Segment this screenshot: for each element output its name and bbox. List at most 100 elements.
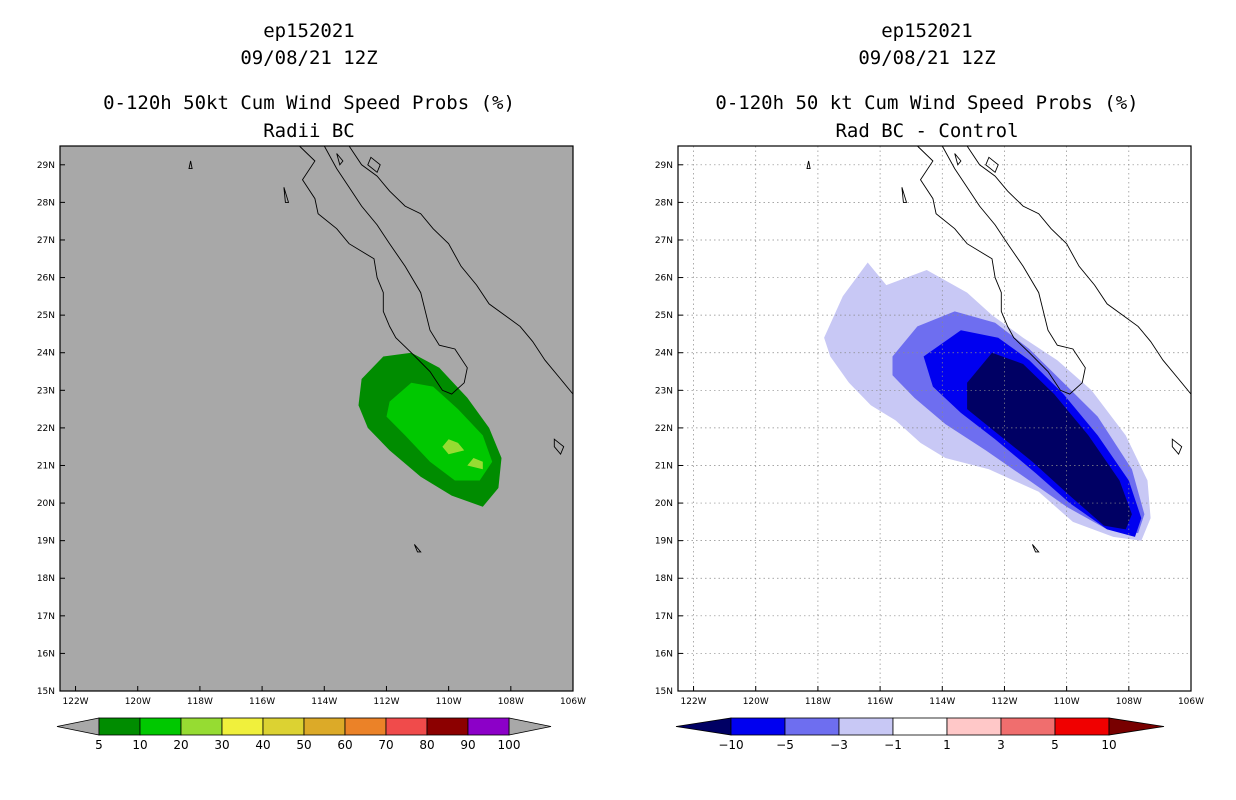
colorbar-swatch xyxy=(139,717,182,736)
lon-label: 114W xyxy=(929,697,955,707)
lat-label: 26N xyxy=(37,274,55,284)
storm-id: ep152021 xyxy=(263,20,355,42)
colorbar-label: −5 xyxy=(776,738,794,752)
lat-label: 24N xyxy=(37,349,55,359)
lon-label: 120W xyxy=(743,697,769,707)
forecast-datetime: 09/08/21 12Z xyxy=(240,47,378,69)
right-map-panel: ep152021 09/08/21 12Z 0-120h 50 kt Cum W… xyxy=(618,0,1236,800)
lat-label: 28N xyxy=(37,198,55,208)
plot-subtitle: Radii BC xyxy=(263,120,355,142)
colorbar-swatch xyxy=(344,717,387,736)
colorbar-label: −10 xyxy=(718,738,743,752)
colorbar-label: 100 xyxy=(498,738,521,752)
lon-label: 120W xyxy=(125,697,151,707)
lon-label: 122W xyxy=(681,697,707,707)
lon-label: 122W xyxy=(63,697,89,707)
colorbar-label: 40 xyxy=(255,738,270,752)
colorbar-high-arrow xyxy=(508,717,552,736)
lat-label: 19N xyxy=(37,537,55,547)
colorbar-high-arrow xyxy=(1108,717,1165,736)
colorbar-swatch xyxy=(221,717,264,736)
island-outline xyxy=(806,160,811,170)
lat-label: 29N xyxy=(655,161,673,171)
lon-label: 116W xyxy=(249,697,275,707)
colorbar-swatch xyxy=(838,717,894,736)
lat-label: 27N xyxy=(655,236,673,246)
lat-label: 16N xyxy=(655,649,673,659)
island-outline xyxy=(901,187,908,203)
lon-label: 110W xyxy=(1054,697,1080,707)
colorbar-swatch xyxy=(1000,717,1056,736)
colorbar-label: 20 xyxy=(173,738,188,752)
plot-title: 0-120h 50 kt Cum Wind Speed Probs (%) xyxy=(715,92,1139,114)
lat-label: 16N xyxy=(37,649,55,659)
colorbar-swatch xyxy=(730,717,786,736)
island-outline xyxy=(367,156,381,174)
colorbar-label: 10 xyxy=(1101,738,1116,752)
lon-label: 118W xyxy=(187,697,213,707)
storm-id: ep152021 xyxy=(881,20,973,42)
colorbar-label: 1 xyxy=(943,738,951,752)
island-outline xyxy=(985,156,999,174)
lat-label: 23N xyxy=(655,386,673,396)
colorbar-label: −1 xyxy=(884,738,902,752)
lat-label: 17N xyxy=(37,612,55,622)
colorbar-label: 5 xyxy=(95,738,103,752)
mainland-coastline xyxy=(348,145,574,395)
colorbar-low-arrow xyxy=(675,717,732,736)
colorbar-swatch xyxy=(892,717,948,736)
lat-label: 20N xyxy=(37,499,55,509)
lon-label: 110W xyxy=(436,697,462,707)
lat-label: 18N xyxy=(37,574,55,584)
right-map-svg: 29N 28N 27N 26N 25N 24N 23N 22N 21N 20N 19N 18N 17N 1… xyxy=(655,145,1204,752)
lat-label: 26N xyxy=(655,274,673,284)
island-outline xyxy=(1031,544,1040,553)
lat-label: 19N xyxy=(655,537,673,547)
lat-label: 15N xyxy=(655,687,673,697)
lon-label: 108W xyxy=(498,697,524,707)
colorbar-swatch xyxy=(467,717,510,736)
probability-contour xyxy=(967,352,1132,530)
lat-label: 21N xyxy=(37,461,55,471)
colorbar-swatch xyxy=(385,717,428,736)
lat-label: 21N xyxy=(655,461,673,471)
lat-label: 25N xyxy=(37,311,55,321)
island-outline xyxy=(553,438,565,456)
baja-coastline xyxy=(299,145,468,395)
lat-label: 18N xyxy=(655,574,673,584)
lat-label: 29N xyxy=(37,161,55,171)
colorbar-swatch xyxy=(98,717,141,736)
probability-contour xyxy=(442,439,465,455)
island-outline xyxy=(188,160,193,170)
probability-contour xyxy=(467,458,483,470)
colorbar-swatch xyxy=(1054,717,1110,736)
lon-label: 106W xyxy=(1178,697,1204,707)
island-outline xyxy=(954,153,962,166)
left-map-svg: 29N 28N 27N 26N 25N 24N 23N 22N 21N 20N 19N 18N 17N 1… xyxy=(37,145,586,752)
lat-label: 17N xyxy=(655,612,673,622)
plot-subtitle: Rad BC - Control xyxy=(835,120,1019,142)
mainland-coastline xyxy=(966,145,1192,395)
colorbar-label: 5 xyxy=(1051,738,1059,752)
lat-label: 22N xyxy=(37,424,55,434)
lon-label: 114W xyxy=(311,697,337,707)
island-outline xyxy=(283,187,290,203)
map-frame xyxy=(59,145,574,692)
lon-label: 108W xyxy=(1116,697,1142,707)
map-background xyxy=(60,146,573,691)
lat-label: 27N xyxy=(37,236,55,246)
lon-label: 118W xyxy=(805,697,831,707)
island-outline xyxy=(336,153,344,166)
lat-label: 15N xyxy=(37,687,55,697)
lat-label: 28N xyxy=(655,198,673,208)
colorbar-label: 60 xyxy=(337,738,352,752)
lon-label: 116W xyxy=(867,697,893,707)
lon-label: 112W xyxy=(991,697,1017,707)
colorbar-swatch xyxy=(303,717,346,736)
lat-label: 24N xyxy=(655,349,673,359)
colorbar-label: 50 xyxy=(296,738,311,752)
map-frame xyxy=(677,145,1192,692)
probability-contour xyxy=(386,382,493,481)
colorbar-low-arrow xyxy=(56,717,100,736)
lat-label: 25N xyxy=(655,311,673,321)
